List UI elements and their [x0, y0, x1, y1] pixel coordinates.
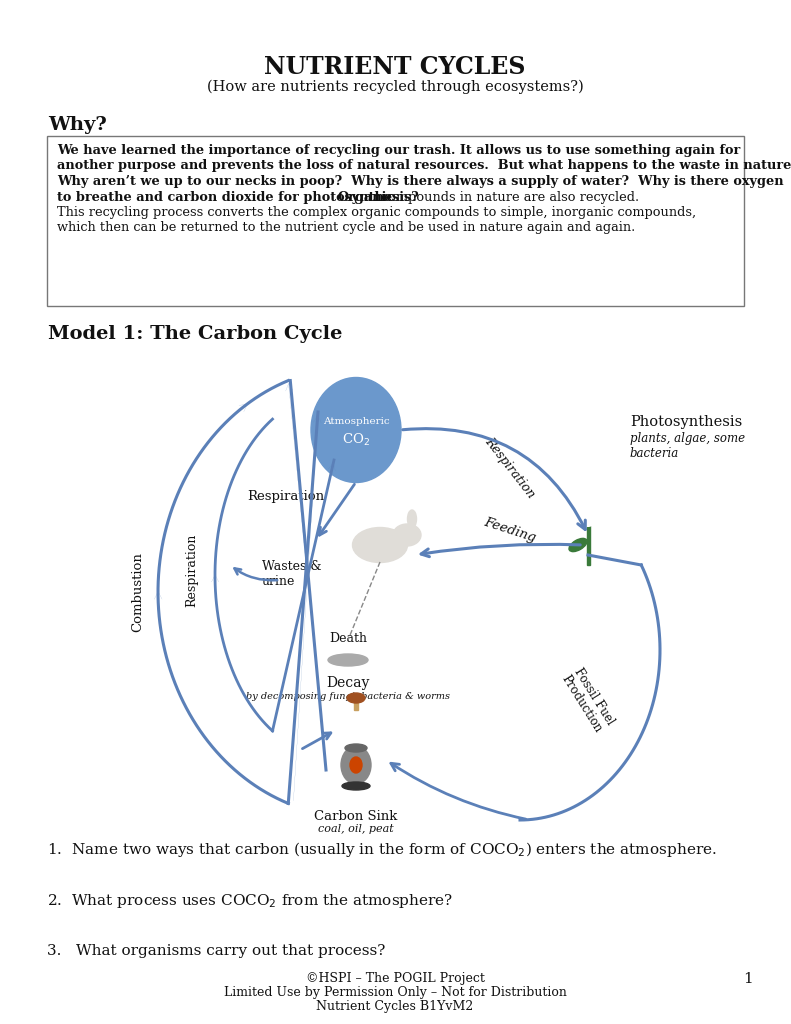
Ellipse shape — [393, 524, 421, 546]
Text: Nutrient Cycles B1YvM2: Nutrient Cycles B1YvM2 — [316, 1000, 474, 1013]
Text: CO$_2$: CO$_2$ — [342, 432, 370, 449]
Ellipse shape — [350, 757, 362, 773]
Text: 1: 1 — [743, 972, 753, 986]
Text: Fossil Fuel
Production: Fossil Fuel Production — [558, 665, 617, 735]
Text: plants, algae, some: plants, algae, some — [630, 432, 745, 445]
Text: Limited Use by Permission Only – Not for Distribution: Limited Use by Permission Only – Not for… — [224, 986, 566, 999]
Text: Respiration: Respiration — [186, 534, 199, 606]
Text: 3.   What organisms carry out that process?: 3. What organisms carry out that process… — [47, 944, 385, 958]
Text: bacteria: bacteria — [630, 447, 679, 460]
Text: 1.  Name two ways that carbon (usually in the form of COCO$_2$) enters the atmos: 1. Name two ways that carbon (usually in… — [47, 840, 717, 859]
Text: This recycling process converts the complex organic compounds to simple, inorgan: This recycling process converts the comp… — [57, 206, 696, 219]
Text: urine: urine — [262, 575, 295, 588]
Ellipse shape — [569, 539, 587, 552]
FancyArrow shape — [354, 698, 358, 710]
Ellipse shape — [311, 378, 401, 482]
Ellipse shape — [341, 746, 371, 784]
Text: Organic: Organic — [337, 190, 394, 204]
Ellipse shape — [328, 654, 368, 666]
Text: 2.  What process uses COCO$_2$ from the atmosphere?: 2. What process uses COCO$_2$ from the a… — [47, 892, 453, 910]
Ellipse shape — [345, 744, 367, 752]
Text: Respiration: Respiration — [248, 490, 324, 503]
Text: Death: Death — [329, 632, 367, 645]
FancyArrow shape — [586, 515, 589, 565]
Text: ©HSPI – The POGIL Project: ©HSPI – The POGIL Project — [305, 972, 484, 985]
Ellipse shape — [353, 527, 407, 562]
Text: Combustion: Combustion — [131, 552, 145, 632]
Text: We have learned the importance of recycling our trash. It allows us to use somet: We have learned the importance of recycl… — [57, 144, 740, 157]
Text: Respiration: Respiration — [483, 435, 538, 501]
Text: Why aren’t we up to our necks in poop?  Why is there always a supply of water?  : Why aren’t we up to our necks in poop? W… — [57, 175, 784, 188]
Text: (How are nutrients recycled through ecosystems?): (How are nutrients recycled through ecos… — [206, 80, 584, 94]
Text: to breathe and carbon dioxide for photosynthesis?: to breathe and carbon dioxide for photos… — [57, 190, 423, 204]
Text: NUTRIENT CYCLES: NUTRIENT CYCLES — [264, 55, 526, 79]
FancyBboxPatch shape — [47, 136, 744, 306]
Text: by decomposing fungi, bacteria & worms: by decomposing fungi, bacteria & worms — [246, 692, 450, 701]
Text: Atmospheric: Atmospheric — [323, 418, 389, 427]
Text: which then can be returned to the nutrient cycle and be used in nature again and: which then can be returned to the nutrie… — [57, 221, 635, 234]
Text: Decay: Decay — [327, 676, 369, 690]
Text: Wastes &: Wastes & — [262, 560, 321, 573]
Text: Carbon Sink: Carbon Sink — [314, 810, 398, 823]
Ellipse shape — [342, 782, 370, 790]
Text: another purpose and prevents the loss of natural resources.  But what happens to: another purpose and prevents the loss of… — [57, 160, 791, 172]
Text: Model 1: The Carbon Cycle: Model 1: The Carbon Cycle — [48, 325, 343, 343]
Text: coal, oil, peat: coal, oil, peat — [318, 824, 394, 834]
Text: Feeding: Feeding — [483, 515, 538, 545]
Text: Photosynthesis: Photosynthesis — [630, 415, 742, 429]
Ellipse shape — [347, 693, 365, 703]
Ellipse shape — [407, 510, 417, 528]
Ellipse shape — [579, 504, 597, 526]
Text: Why?: Why? — [48, 116, 107, 134]
Text: compounds in nature are also recycled.: compounds in nature are also recycled. — [377, 190, 639, 204]
